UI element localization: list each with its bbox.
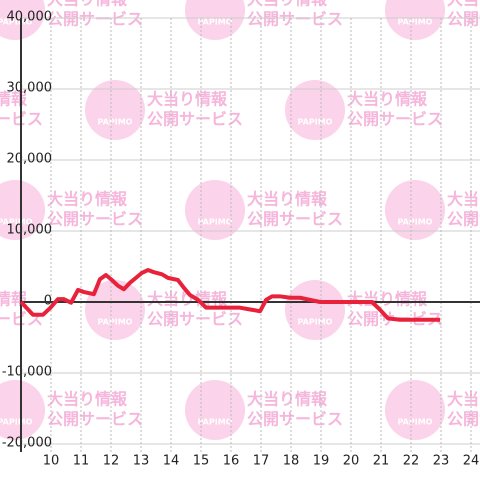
y-tick-label: 40,000 [7, 10, 53, 25]
y-tick-label: -10,000 [2, 365, 52, 380]
x-tick-label: 24 [463, 454, 480, 469]
watermark-logo [85, 280, 145, 340]
watermark-brand: PAPIMO [98, 118, 133, 127]
watermark-logo [285, 80, 345, 140]
watermark-text: 大当り情報 [447, 390, 480, 409]
watermark-text: 大当り情報 [147, 90, 228, 109]
watermark-text: 公開サービス [447, 210, 480, 229]
watermark-logo [185, 0, 245, 40]
watermark-logo [185, 380, 245, 440]
watermark-brand: PAPIMO [0, 218, 33, 227]
watermark-text: 大当り情報 [47, 190, 128, 209]
x-tick-label: 18 [283, 454, 300, 469]
watermark-text: 大当り情報 [247, 390, 328, 409]
watermark-brand: PAPIMO [198, 18, 233, 27]
watermark-logo [385, 0, 445, 40]
x-tick-label: 20 [343, 454, 360, 469]
watermark-text: 大当り情報 [247, 0, 328, 9]
watermark-logo [385, 380, 445, 440]
x-tick-label: 15 [193, 454, 210, 469]
watermarks: PAPIMO大当り情報公開サービスPAPIMO大当り情報公開サービスPAPIMO… [0, 0, 480, 440]
watermark-text: 大当り情報 [347, 90, 428, 109]
x-tick-label: 14 [163, 454, 180, 469]
watermark-brand: PAPIMO [398, 18, 433, 27]
watermark-logo [0, 180, 45, 240]
x-tick-label: 19 [313, 454, 330, 469]
y-tick-label: 10,000 [7, 223, 53, 238]
watermark-text: 大当り情報 [147, 290, 228, 309]
watermark-text: 公開サービス [347, 110, 443, 129]
watermark-text: 大当り情報 [47, 0, 128, 9]
watermark-text: 公開サービス [47, 410, 143, 429]
data-line [19, 268, 441, 322]
x-tick-label: 21 [373, 454, 390, 469]
watermark-logo [285, 280, 345, 340]
watermark-text: 公開サービス [47, 10, 143, 29]
watermark-brand: PAPIMO [398, 218, 433, 227]
watermark-logo [0, 0, 45, 40]
watermark-text: 公開サービス [147, 310, 243, 329]
watermark-text: 大当り情報 [47, 390, 128, 409]
watermark-text: 公開サービス [247, 410, 343, 429]
watermark-brand: PAPIMO [298, 118, 333, 127]
watermark-logo [185, 180, 245, 240]
watermark-text: 公開サービス [447, 10, 480, 29]
watermark-text: 公開サービス [247, 10, 343, 29]
watermark-text: 大当り情報 [347, 290, 428, 309]
watermark-brand: PAPIMO [398, 418, 433, 427]
watermark-text: 大当り情報 [247, 190, 328, 209]
watermark-brand: PAPIMO [0, 418, 33, 427]
watermark-brand: PAPIMO [0, 18, 33, 27]
y-tick-label: 20,000 [7, 152, 53, 167]
x-tick-label: 23 [433, 454, 450, 469]
x-tick-label: 12 [103, 454, 120, 469]
watermark-text: 公開サービス [447, 410, 480, 429]
watermark-logo [0, 380, 45, 440]
y-tick-label: -20,000 [2, 436, 52, 451]
watermark-brand: PAPIMO [198, 218, 233, 227]
x-tick-label: 11 [73, 454, 90, 469]
watermark-brand: PAPIMO [298, 318, 333, 327]
x-tick-label: 16 [223, 454, 240, 469]
y-tick-label: 30,000 [7, 81, 53, 96]
watermark-logo [85, 80, 145, 140]
watermark-text: 公開サービス [147, 110, 243, 129]
watermark-text: 公開サービス [47, 210, 143, 229]
x-tick-label: 10 [43, 454, 60, 469]
x-tick-label: 22 [403, 454, 420, 469]
watermark-text: 大当り情報 [447, 190, 480, 209]
watermark-text: 大当り情報 [447, 0, 480, 9]
watermark-brand: PAPIMO [98, 318, 133, 327]
watermark-text: 公開サービス [247, 210, 343, 229]
x-tick-label: 13 [133, 454, 150, 469]
grid [21, 17, 480, 452]
watermark-brand: PAPIMO [198, 418, 233, 427]
x-tick-label: 17 [253, 454, 270, 469]
watermark-logo [385, 180, 445, 240]
